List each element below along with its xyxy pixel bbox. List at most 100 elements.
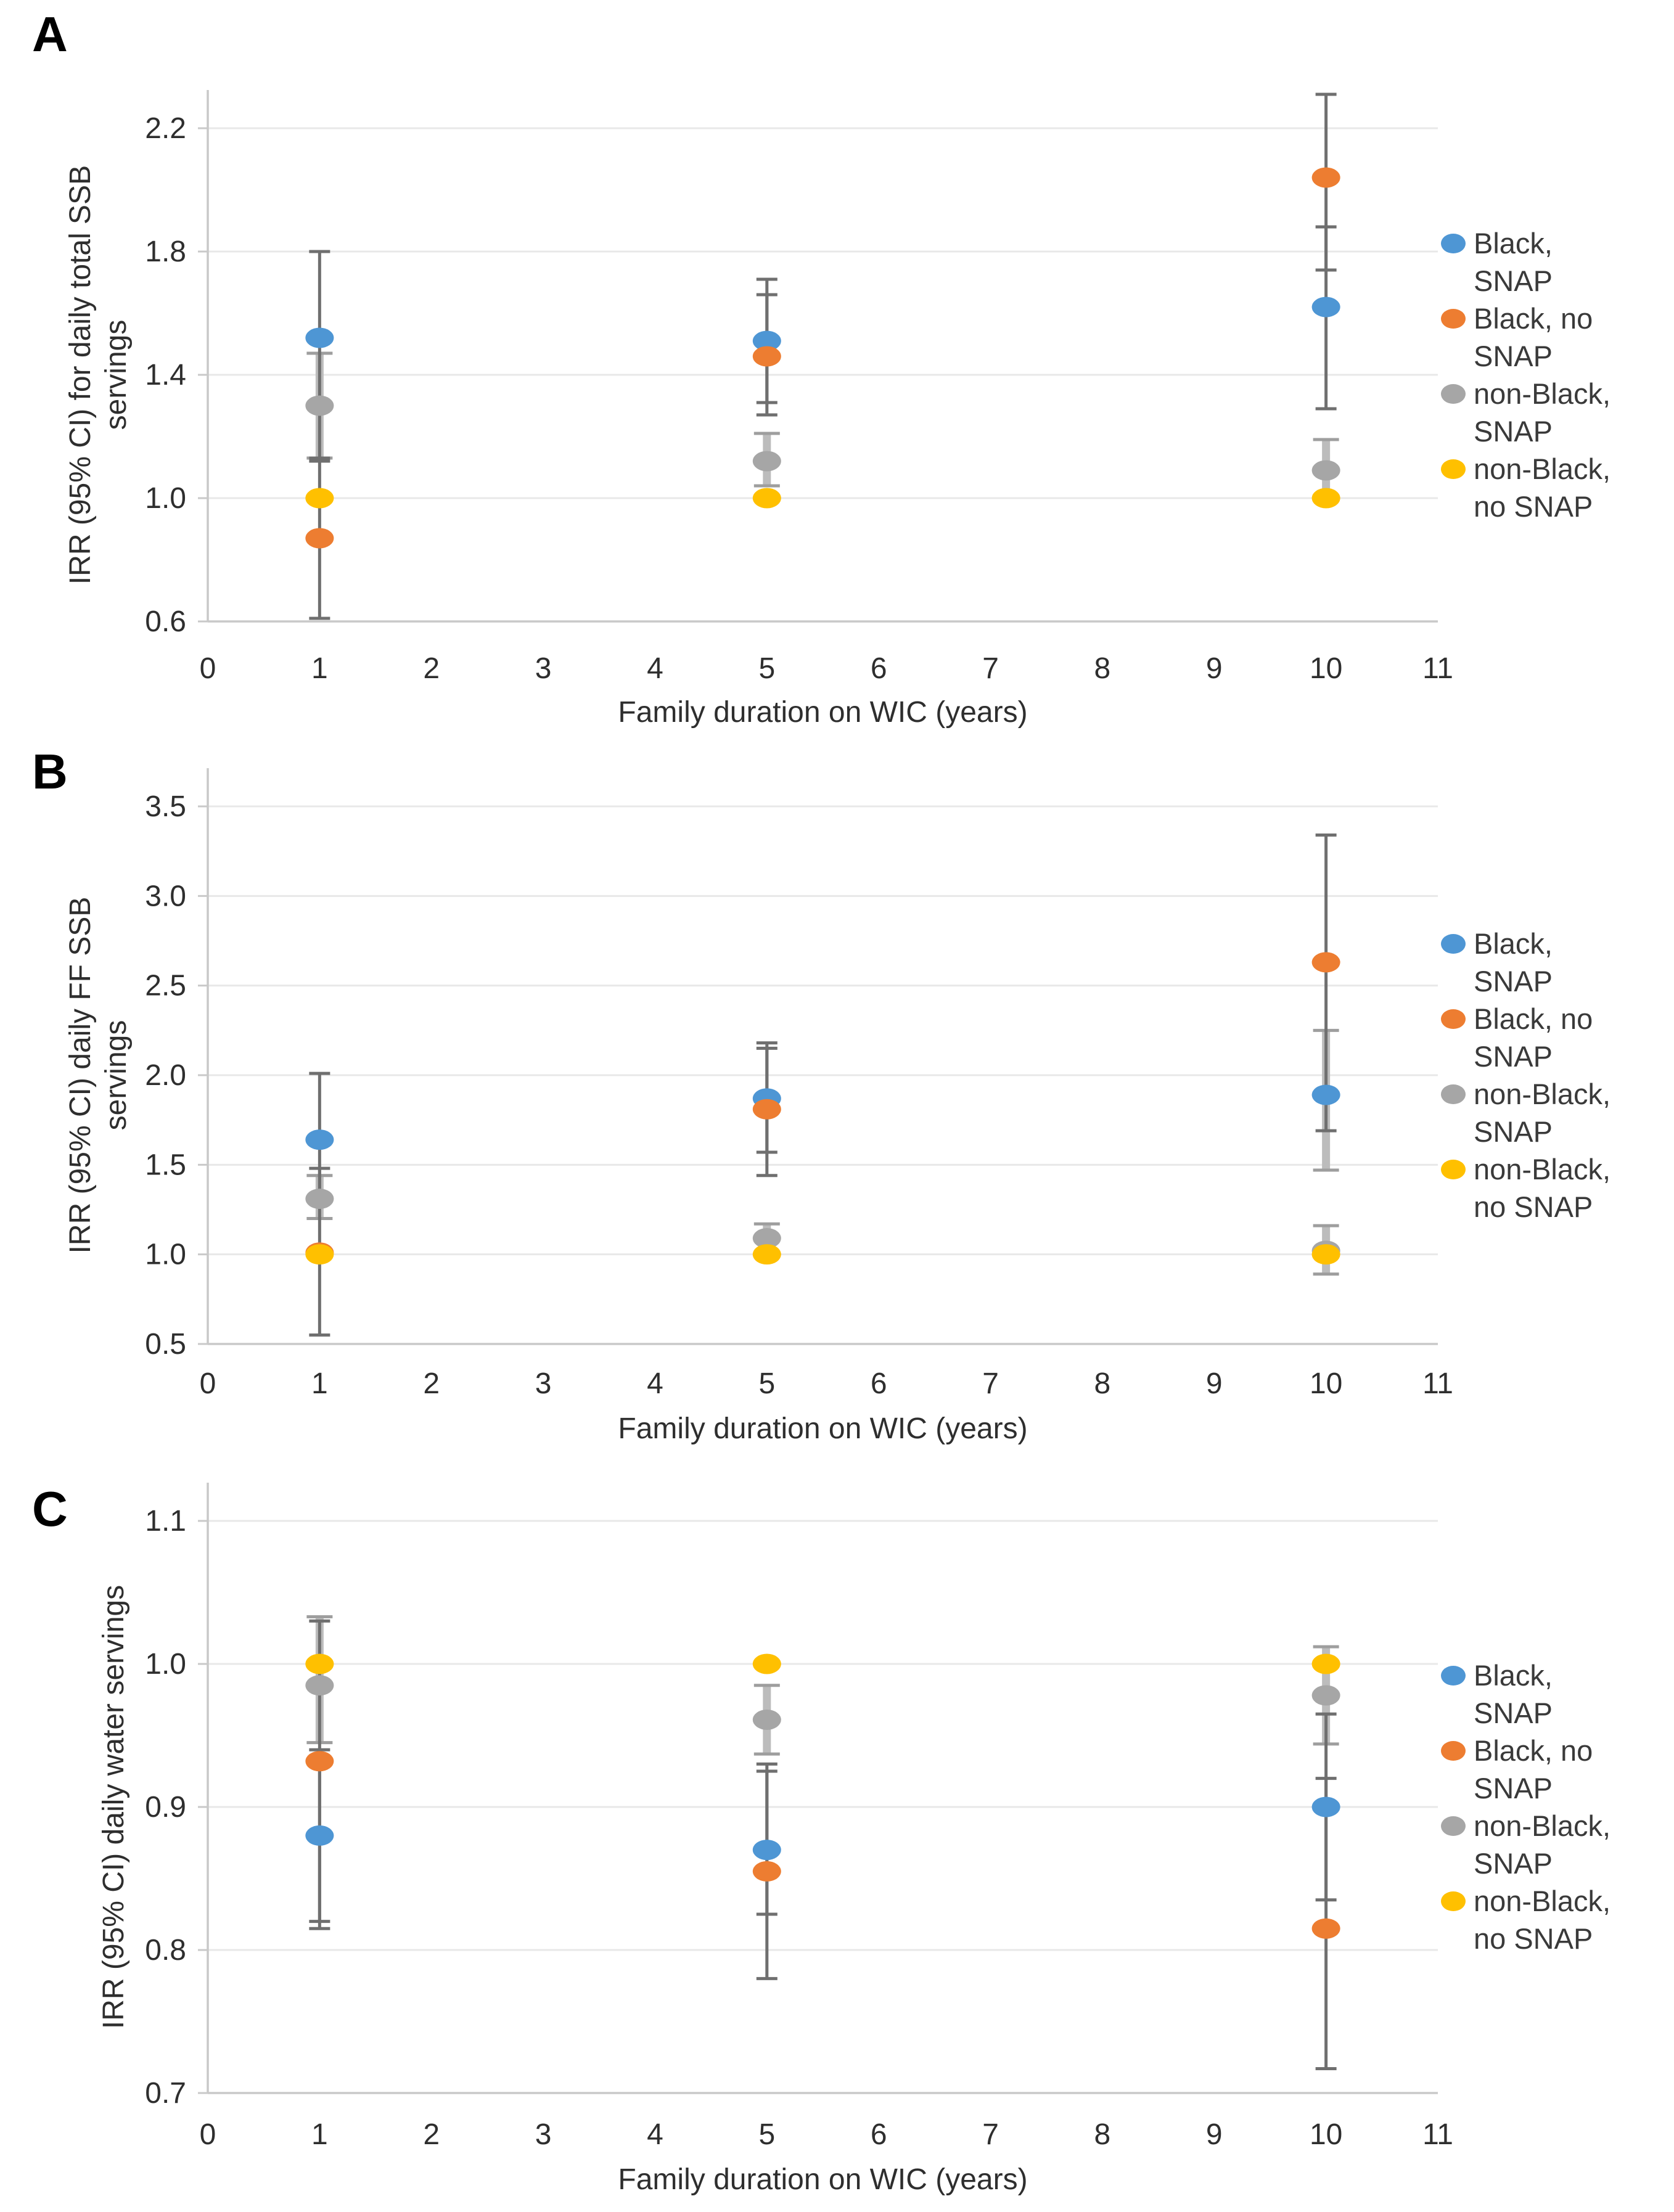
data-point-black-no-snap (305, 528, 334, 549)
data-point-non-black-no-snap (1311, 1653, 1340, 1674)
legend-label-line: non-Black, (1474, 1153, 1611, 1186)
x-tick-label: 11 (1422, 1367, 1453, 1400)
data-point-black-no-snap (752, 346, 781, 367)
x-tick-label: 6 (871, 1367, 887, 1400)
x-tick-label: 7 (982, 2118, 999, 2151)
panel-b: B IRR (95% CI) daily FF SSB servings 0.5… (0, 737, 1674, 1475)
data-point-black-snap (752, 1840, 781, 1861)
x-tick-label: 3 (535, 2118, 552, 2151)
x-tick-label: 8 (1094, 652, 1111, 685)
panel-a-x-axis-title: Family duration on WIC (years) (618, 696, 1028, 729)
x-tick-label: 10 (1310, 2118, 1342, 2151)
y-tick-label: 1.5 (145, 1149, 186, 1181)
y-tick-label: 2.0 (145, 1059, 186, 1092)
legend-entry-non-black-snap: non-Black, SNAP (1441, 375, 1663, 450)
panel-b-x-axis-title: Family duration on WIC (years) (618, 1412, 1028, 1445)
y-tick-label: 1.1 (145, 1505, 186, 1538)
x-tick-label: 1 (311, 652, 328, 685)
y-tick-label: 3.0 (145, 880, 186, 912)
x-tick-label: 2 (423, 2118, 440, 2151)
x-tick-label: 0 (200, 652, 216, 685)
legend-label-line: Black, (1474, 1659, 1553, 1692)
panel-c-label: C (32, 1481, 68, 1536)
legend-label-line: non-Black, (1474, 1809, 1611, 1842)
legend-marker-icon (1441, 1666, 1466, 1686)
data-point-non-black-snap (305, 395, 334, 416)
legend-marker-icon (1441, 1816, 1466, 1836)
data-point-black-snap (305, 1825, 334, 1846)
legend-marker-icon (1441, 309, 1466, 329)
legend-label-line: SNAP (1474, 1040, 1553, 1073)
data-point-non-black-snap (752, 451, 781, 472)
data-point-non-black-no-snap (305, 1653, 334, 1674)
x-tick-label: 8 (1094, 1367, 1111, 1400)
panel-c-chart: 0.7 0.8 0.9 1.0 1.1 0 1 2 3 4 5 6 7 8 9 10 11 (145, 1483, 1453, 2151)
legend-label-line: non-Black, (1474, 1078, 1611, 1110)
x-tick-label: 5 (758, 2118, 775, 2151)
data-point-black-no-snap (752, 1099, 781, 1120)
y-tick-label: 0.6 (145, 605, 186, 638)
legend-label-line: Black, no (1474, 1734, 1593, 1767)
x-tick-label: 9 (1206, 2118, 1223, 2151)
y-tick-label: 3.5 (145, 790, 186, 823)
y-tick-label: 1.0 (145, 1648, 186, 1681)
legend-entry-non-black-snap: non-Black, SNAP (1441, 1807, 1663, 1882)
data-point-non-black-snap (305, 1189, 334, 1210)
legend-label-line: no SNAP (1474, 1190, 1593, 1223)
legend-label-line: SNAP (1474, 965, 1553, 997)
x-tick-label: 8 (1094, 2118, 1111, 2151)
data-point-black-snap (1311, 1796, 1340, 1817)
legend-entry-black-snap: Black, SNAP (1441, 925, 1663, 1000)
y-tick-label: 0.5 (145, 1328, 186, 1361)
panel-b-label: B (32, 744, 68, 799)
legend-label-line: Black, no (1474, 302, 1593, 335)
y-tick-label: 1.4 (145, 359, 186, 391)
panel-b-chart: 0.5 1.0 1.5 2.0 2.5 3.0 3.5 0 1 2 3 4 5 6 7 8 9 10 11 (145, 768, 1453, 1400)
x-tick-label: 2 (423, 652, 440, 685)
legend-marker-icon (1441, 234, 1466, 253)
data-point-black-snap (305, 327, 334, 348)
legend-marker-icon (1441, 459, 1466, 479)
x-tick-label: 5 (758, 1367, 775, 1400)
panel-a: A IRR (95% CI) for daily total SSB servi… (0, 0, 1674, 737)
panel-a-label: A (32, 7, 68, 62)
x-tick-label: 1 (311, 1367, 328, 1400)
data-point-non-black-snap (1311, 460, 1340, 481)
legend-label-line: SNAP (1474, 264, 1553, 297)
legend-entry-non-black-no-snap: non-Black, no SNAP (1441, 1882, 1663, 1957)
legend-marker-icon (1441, 1009, 1466, 1029)
data-point-non-black-no-snap (752, 1244, 781, 1265)
x-tick-label: 3 (535, 1367, 552, 1400)
legend-marker-icon (1441, 384, 1466, 404)
data-point-non-black-no-snap (305, 1244, 334, 1265)
data-point-non-black-snap (752, 1709, 781, 1730)
legend-entry-black-snap: Black, SNAP (1441, 1657, 1663, 1732)
data-point-black-no-snap (1311, 1918, 1340, 1939)
x-tick-label: 10 (1310, 652, 1342, 685)
x-tick-label: 1 (311, 2118, 328, 2151)
data-point-black-snap (305, 1129, 334, 1150)
legend-label-line: Black, (1474, 927, 1553, 960)
data-point-black-no-snap (1311, 952, 1340, 973)
y-tick-label: 1.0 (145, 482, 186, 515)
x-tick-label: 7 (982, 652, 999, 685)
x-tick-label: 6 (871, 2118, 887, 2151)
x-tick-label: 3 (535, 652, 552, 685)
data-point-non-black-snap (752, 1228, 781, 1249)
x-tick-label: 6 (871, 652, 887, 685)
legend-label-line: Black, no (1474, 1002, 1593, 1035)
x-tick-label: 4 (647, 652, 663, 685)
x-tick-label: 0 (200, 1367, 216, 1400)
y-tick-label: 0.8 (145, 1934, 186, 1967)
y-tick-label: 2.5 (145, 970, 186, 1002)
panel-a-chart: 0.6 1.0 1.4 1.8 2.2 0 1 2 3 4 5 6 7 8 9 10 11 (145, 90, 1453, 685)
data-point-black-snap (1311, 297, 1340, 317)
data-point-black-snap (752, 330, 781, 351)
y-tick-label: 1.8 (145, 236, 186, 268)
legend-label-line: non-Black, (1474, 453, 1611, 485)
x-tick-label: 9 (1206, 652, 1223, 685)
x-tick-label: 9 (1206, 1367, 1223, 1400)
data-point-non-black-no-snap (1311, 1244, 1340, 1265)
legend-marker-icon (1441, 1084, 1466, 1104)
